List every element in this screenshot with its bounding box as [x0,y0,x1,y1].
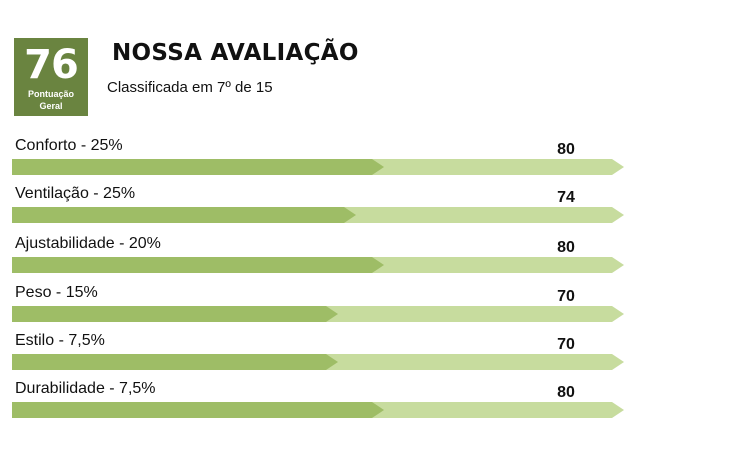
criterion-bar [12,207,624,223]
overall-score-value: 76 [24,42,79,88]
criterion-label: Conforto - 25% [15,137,123,154]
criterion-bar [12,306,624,322]
criterion-bar [12,402,624,418]
criterion-label: Ajustabilidade - 20% [15,235,161,252]
criterion-label: Durabilidade - 7,5% [15,380,156,397]
criterion-row-ventilacao: Ventilação - 25% 74 [0,184,750,232]
criterion-score: 80 [557,384,575,401]
criterion-label: Estilo - 7,5% [15,332,105,349]
ranking-subtitle: Classificada em 7º de 15 [107,79,273,96]
criterion-bar-fill [12,306,338,322]
criterion-bar-fill [12,354,338,370]
criterion-row-peso: Peso - 15% 70 [0,283,750,331]
criterion-row-durabilidade: Durabilidade - 7,5% 80 [0,379,750,427]
criterion-bar [12,354,624,370]
criterion-bar-fill [12,159,384,175]
criterion-bar-fill [12,207,356,223]
criterion-score: 80 [557,141,575,158]
criterion-bar-fill [12,402,384,418]
criterion-label: Peso - 15% [15,284,98,301]
criterion-row-ajustabilidade: Ajustabilidade - 20% 80 [0,234,750,282]
overall-score-label-line1: Pontuação [27,89,74,99]
criterion-bar-fill [12,257,384,273]
overall-score-label: Pontuação Geral [14,88,88,112]
page-title: NOSSA AVALIAÇÃO [112,40,359,66]
overall-score-badge: 76 Pontuação Geral [14,38,88,116]
criterion-row-estilo: Estilo - 7,5% 70 [0,331,750,379]
overall-score-label-line2: Geral [39,101,63,111]
criterion-bar [12,159,624,175]
criterion-score: 70 [557,336,575,353]
criterion-bar [12,257,624,273]
criterion-score: 74 [557,189,575,206]
criterion-score: 80 [557,239,575,256]
criterion-score: 70 [557,288,575,305]
criterion-label: Ventilação - 25% [15,185,136,202]
criterion-row-conforto: Conforto - 25% 80 [0,136,750,184]
